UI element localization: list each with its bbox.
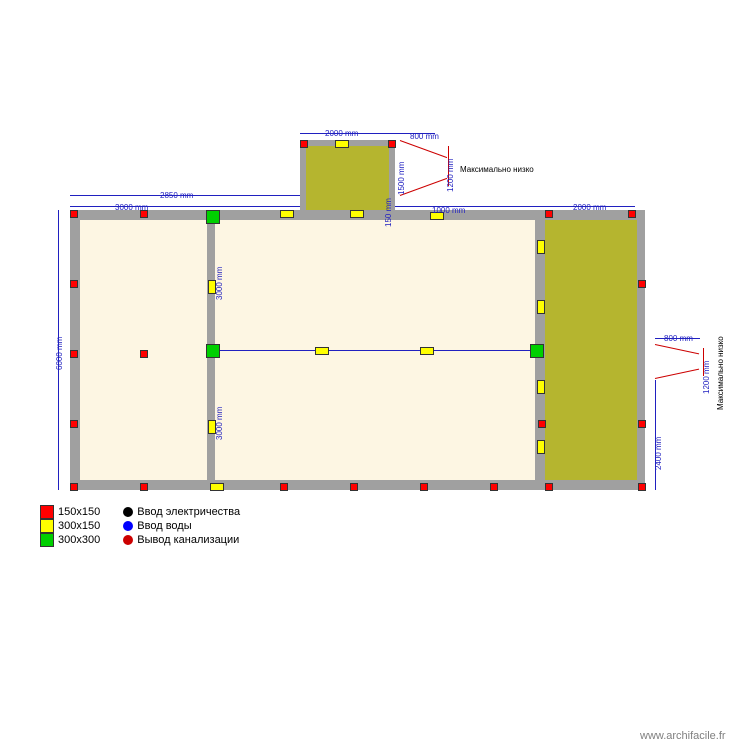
- dimension-label: 800 mm: [410, 133, 439, 141]
- pillar: [628, 210, 636, 218]
- red-accent: [400, 178, 447, 196]
- legend-swatch-300: [40, 533, 54, 547]
- dim-line: [655, 380, 656, 490]
- dimension-label: 1500 mm: [398, 162, 406, 195]
- red-accent: [400, 140, 447, 158]
- dimension-label: 1200 mm: [447, 159, 455, 192]
- dimension-label: 2850 mm: [160, 192, 193, 200]
- legend-item: Вывод канализации: [123, 533, 240, 547]
- pillar: [638, 483, 646, 491]
- legend-item: 150х150: [40, 505, 100, 519]
- dimension-label: 1000 mm: [432, 207, 465, 215]
- pillar: [70, 350, 78, 358]
- legend-dot-elec: [123, 507, 133, 517]
- pillar: [545, 210, 553, 218]
- pillar: [140, 350, 148, 358]
- legend-label: 150х150: [58, 506, 100, 518]
- legend-label: 300х300: [58, 534, 100, 546]
- pillar: [537, 440, 545, 454]
- legend-label: Ввод воды: [137, 520, 191, 532]
- legend-dot-water: [123, 521, 133, 531]
- red-accent: [655, 344, 699, 354]
- annotation-text: Максимально низко: [460, 165, 534, 174]
- legend-item: Ввод электричества: [123, 505, 240, 519]
- pillar: [70, 420, 78, 428]
- legend-swatch-150: [40, 505, 54, 519]
- dimension-label: 150 mm: [385, 198, 393, 227]
- pillar: [70, 280, 78, 288]
- legend-swatch-300x150: [40, 519, 54, 533]
- watermark: www.archifacile.fr: [640, 730, 726, 742]
- dimension-label: 2400 mm: [655, 437, 663, 470]
- pillar: [388, 140, 396, 148]
- pillar: [280, 483, 288, 491]
- pillar: [538, 420, 546, 428]
- pillar: [537, 300, 545, 314]
- dimension-label: 3000 mm: [216, 407, 224, 440]
- legend-item: 300х150: [40, 519, 100, 533]
- pillar: [300, 140, 308, 148]
- pillar: [537, 240, 545, 254]
- pillar: [490, 483, 498, 491]
- pillar: [70, 483, 78, 491]
- dimension-label: 3000 mm: [216, 267, 224, 300]
- pillar: [206, 210, 220, 224]
- pillar: [638, 280, 646, 288]
- legend: 150х150 300х150 300х300 Ввод электричест…: [40, 505, 240, 547]
- legend-item: 300х300: [40, 533, 100, 547]
- mid-beam: [215, 350, 535, 351]
- pillar: [530, 344, 544, 358]
- pillar: [70, 210, 78, 218]
- floor-plan-canvas: 2000 mm 800 mm 1500 mm 1200 mm 2850 mm 3000 m…: [0, 0, 750, 750]
- pillar: [210, 483, 224, 491]
- legend-label: Вывод канализации: [137, 534, 239, 546]
- pillar: [537, 380, 545, 394]
- dimension-label: 3000 mm: [115, 204, 148, 212]
- red-accent: [655, 369, 699, 379]
- pillar: [280, 210, 294, 218]
- pillar: [206, 344, 220, 358]
- top-ext-fill: [306, 146, 389, 210]
- pillar: [335, 140, 349, 148]
- dimension-label: 2000 mm: [573, 204, 606, 212]
- legend-label: 300х150: [58, 520, 100, 532]
- pillar: [420, 347, 434, 355]
- pillar: [545, 483, 553, 491]
- dimension-label: 1200 mm: [703, 361, 711, 394]
- pillar: [350, 210, 364, 218]
- dimension-label: 2000 mm: [325, 130, 358, 138]
- dimension-label: 6000 mm: [56, 337, 64, 370]
- right-ext-fill: [545, 220, 637, 480]
- pillar: [638, 420, 646, 428]
- pillar: [140, 483, 148, 491]
- dimension-label: 800 mm: [664, 335, 693, 343]
- legend-item: Ввод воды: [123, 519, 240, 533]
- annotation-text: Максимально низко: [716, 336, 725, 410]
- pillar: [420, 483, 428, 491]
- pillar: [315, 347, 329, 355]
- legend-label: Ввод электричества: [137, 506, 240, 518]
- legend-dot-sewage: [123, 535, 133, 545]
- pillar: [350, 483, 358, 491]
